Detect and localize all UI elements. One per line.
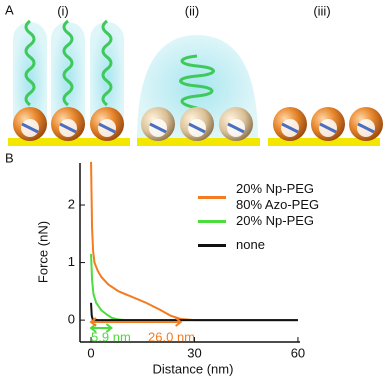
- condition-label: (iii): [313, 3, 330, 18]
- legend-label: none: [236, 237, 265, 252]
- legend-swatch: [198, 243, 226, 247]
- legend-swatch: [198, 195, 226, 199]
- x-axis-title: Distance (nm): [153, 361, 234, 376]
- x-tick-label: 60: [291, 345, 305, 360]
- legend-entry: none: [198, 237, 336, 253]
- series-line: [90, 302, 298, 322]
- legend-entry: 20% Np-PEG 80% Azo-PEG: [198, 181, 336, 213]
- y-tick-label: 0: [68, 312, 75, 327]
- condition-label: (i): [57, 3, 69, 18]
- y-tick-label: 2: [68, 196, 75, 211]
- y-axis-title: Force (nN): [35, 221, 50, 283]
- condition-label: (ii): [185, 3, 199, 18]
- x-tick-label: 30: [187, 345, 201, 360]
- distance-arrow: [89, 317, 183, 327]
- distance-label: 5.9 nm: [91, 329, 131, 344]
- panel-a-art: [8, 19, 383, 146]
- distance-label: 26.0 nm: [148, 329, 195, 344]
- series-line: [90, 253, 298, 322]
- legend-label: 20% Np-PEG: [236, 213, 315, 228]
- x-tick-label: 0: [87, 345, 94, 360]
- panel-label: B: [5, 150, 14, 165]
- legend-entry: 20% Np-PEG: [198, 213, 336, 229]
- legend-label: 20% Np-PEG 80% Azo-PEG: [236, 181, 320, 212]
- panel-label: A: [5, 2, 14, 17]
- legend-swatch: [198, 219, 226, 223]
- y-tick-label: 1: [68, 254, 75, 269]
